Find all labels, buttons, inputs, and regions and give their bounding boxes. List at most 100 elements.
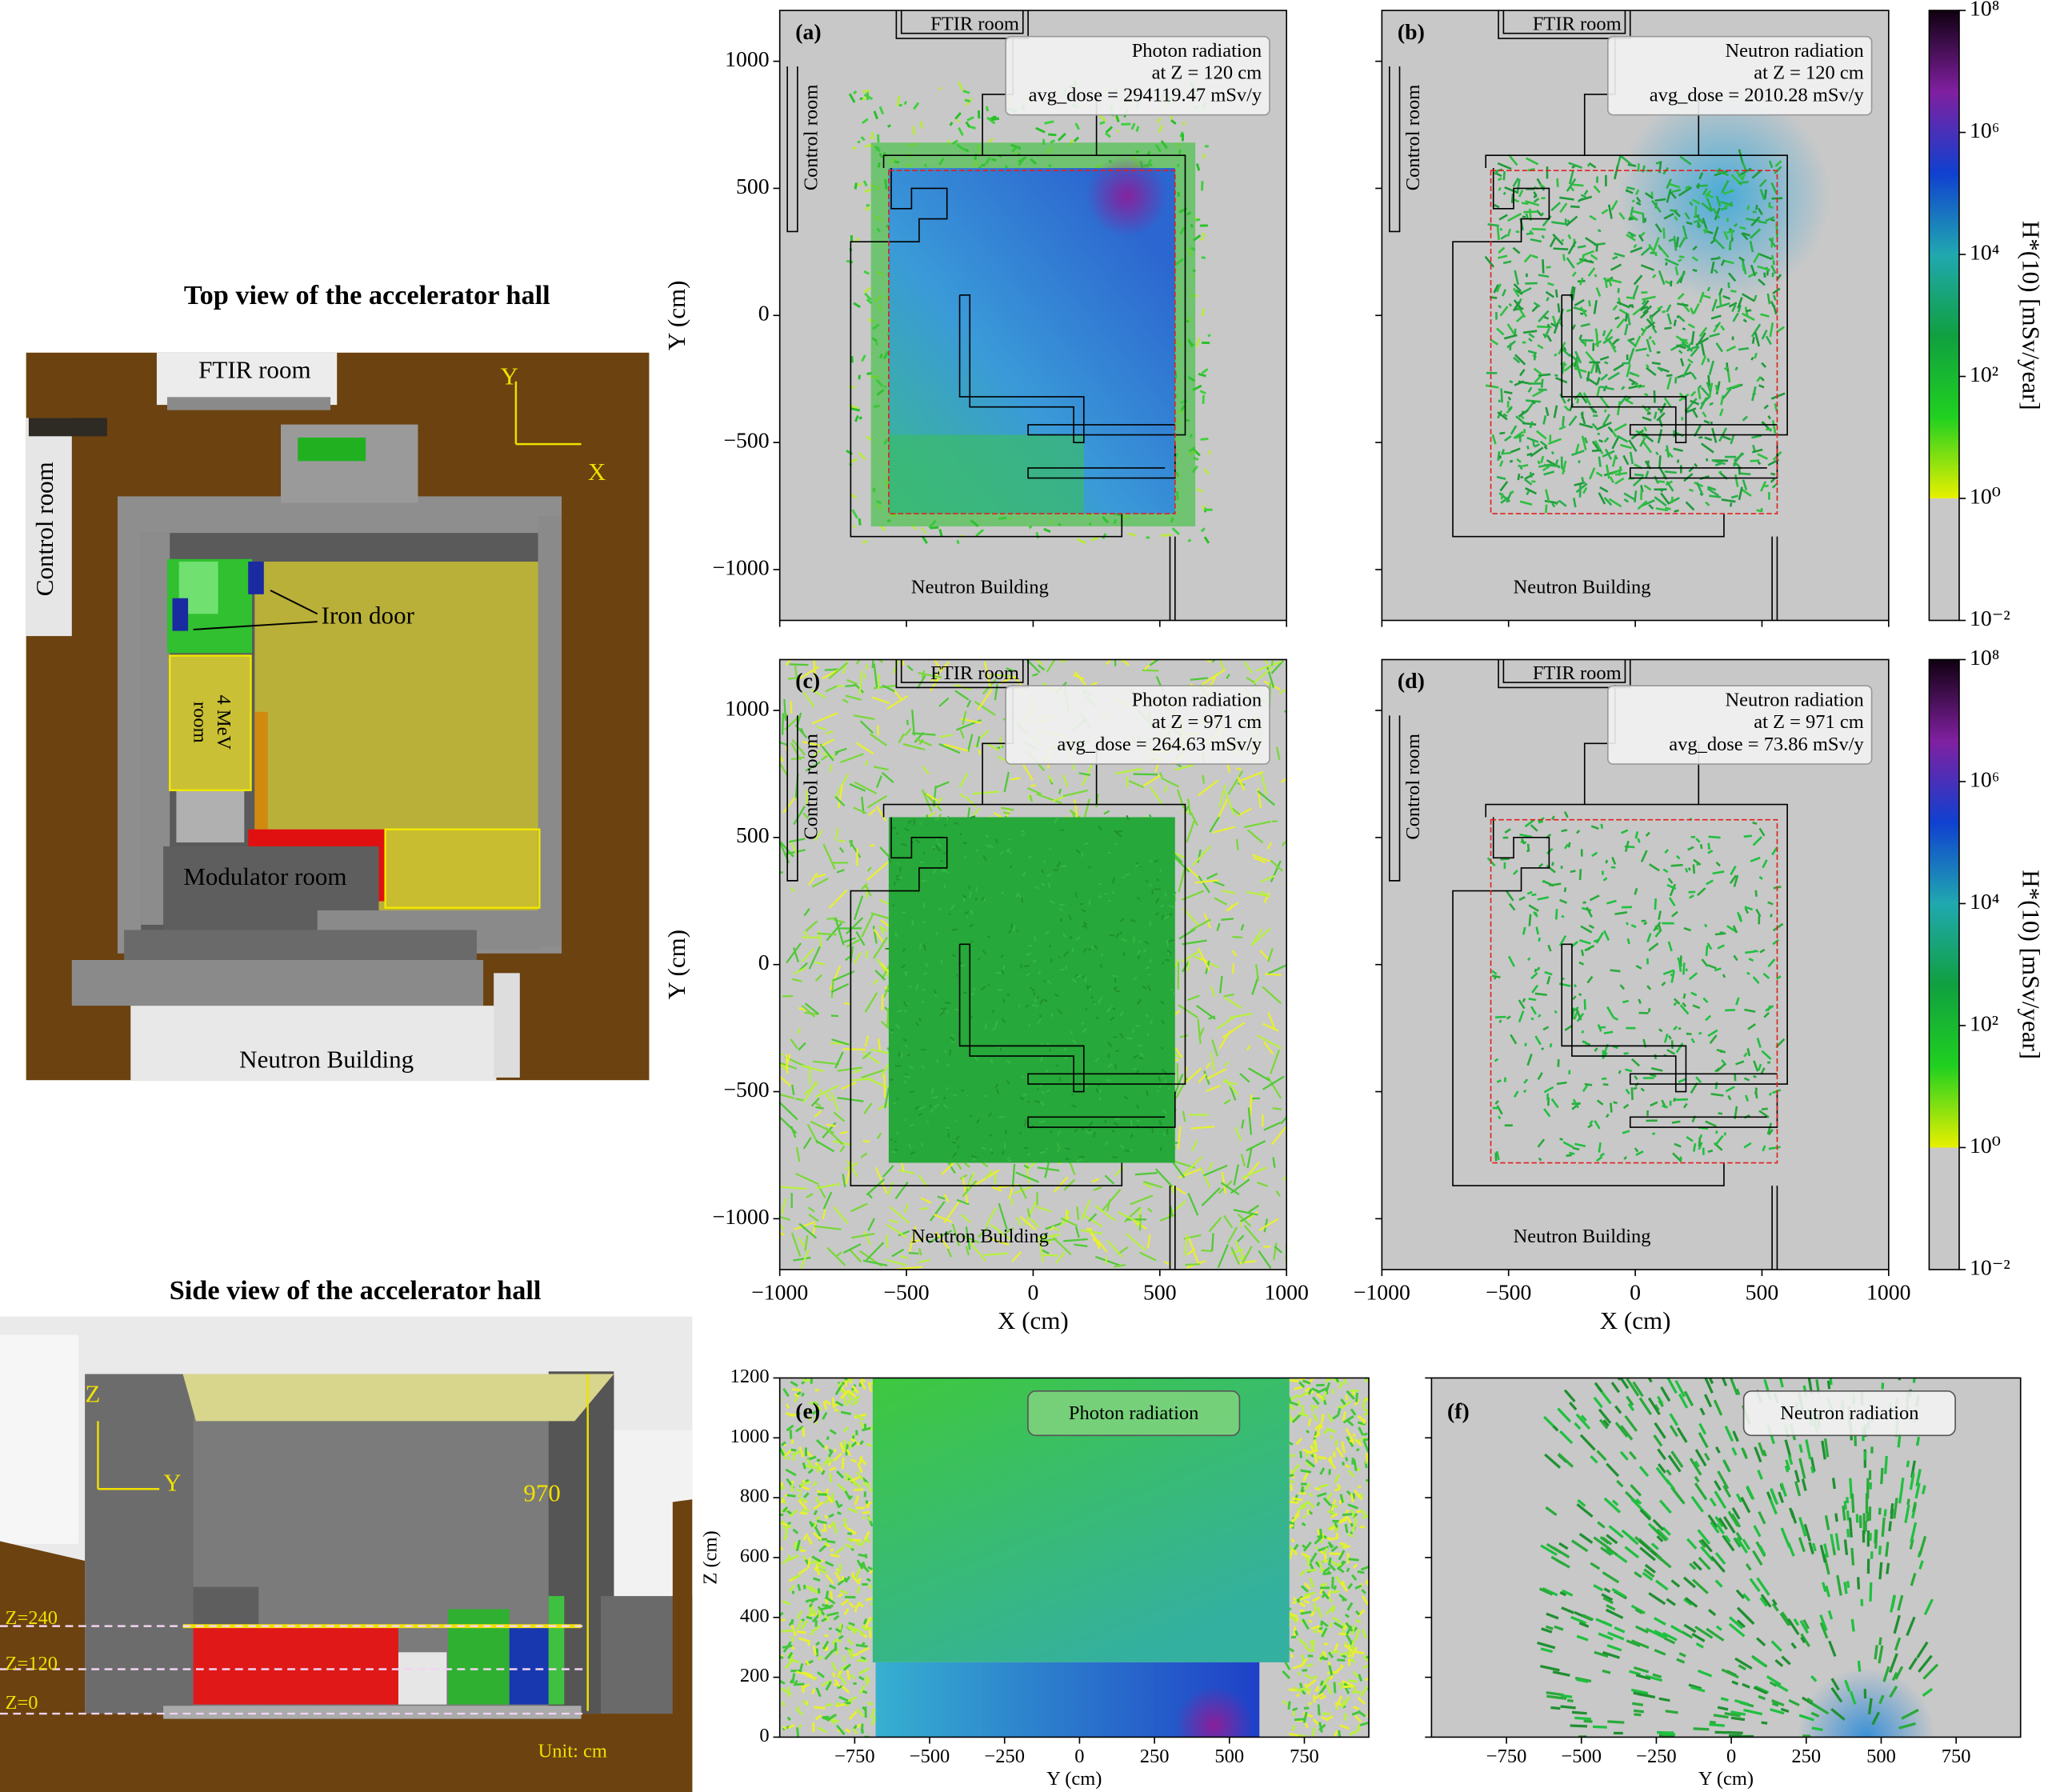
dose-speckle	[1744, 906, 1754, 911]
dose-speckle	[1700, 386, 1710, 398]
dose-speckle	[1115, 1050, 1119, 1053]
dose-speckle	[808, 872, 818, 886]
dose-speckle	[1659, 488, 1664, 493]
dose-speckle	[1346, 1390, 1355, 1400]
dose-speckle	[1039, 1150, 1046, 1154]
dose-speckle	[1342, 1545, 1351, 1549]
dose-speckle	[1275, 1190, 1281, 1197]
dose-speckle	[1542, 333, 1547, 338]
dose-speckle	[1562, 254, 1566, 262]
dose-speckle	[826, 1436, 830, 1441]
dose-speckle	[1537, 344, 1544, 350]
dose-speckle	[1558, 426, 1566, 430]
building-part	[448, 1609, 510, 1705]
dose-speckle	[1070, 978, 1077, 983]
dose-speckle	[934, 781, 950, 789]
dose-speckle	[923, 530, 927, 534]
dose-speckle	[1190, 677, 1208, 681]
dose-speckle	[1291, 1724, 1296, 1731]
dose-speckle	[1670, 280, 1673, 287]
dose-speckle	[786, 1494, 796, 1498]
dose-speckle	[943, 743, 969, 752]
dose-speckle	[1530, 1006, 1537, 1015]
dose-speckle	[1138, 940, 1142, 943]
dose-speckle	[837, 1382, 842, 1387]
legend-text: avg_dose = 2010.28 mSv/y	[1650, 84, 1865, 106]
dose-speckle	[780, 1186, 808, 1190]
dose-speckle	[946, 1062, 950, 1067]
dose-speckle	[1534, 1035, 1542, 1046]
dose-speckle	[1024, 1146, 1029, 1150]
dose-speckle	[873, 928, 884, 942]
dose-speckle	[1015, 1171, 1039, 1183]
dose-speckle	[1299, 1450, 1303, 1458]
dose-speckle	[1707, 374, 1711, 386]
building-part	[509, 1626, 549, 1705]
dose-speckle	[1174, 1142, 1178, 1144]
dose-speckle	[1357, 1724, 1361, 1729]
dose-speckle	[797, 1583, 802, 1591]
dose-speckle	[1542, 879, 1546, 883]
dose-speckle	[1160, 1000, 1165, 1005]
dose-speckle	[1323, 1429, 1330, 1434]
dose-speckle	[969, 923, 974, 928]
dose-speckle	[1001, 970, 1005, 975]
room-label: Control room	[1402, 85, 1424, 191]
dose-speckle	[1219, 975, 1223, 994]
dose-speckle	[1003, 771, 1010, 793]
dose-speckle	[1571, 450, 1585, 457]
dose-speckle	[1598, 456, 1602, 467]
dose-speckle	[867, 1218, 876, 1231]
dose-speckle	[866, 1702, 874, 1706]
dose-speckle	[991, 1186, 1002, 1192]
y-tick-label: 0	[758, 950, 770, 975]
dose-speckle	[1678, 1078, 1686, 1083]
dose-speckle	[840, 1598, 850, 1606]
dose-speckle	[1071, 1093, 1074, 1096]
dose-speckle	[1595, 471, 1603, 478]
dose-speckle	[1722, 386, 1733, 400]
dose-speckle	[1610, 468, 1623, 475]
dose-speckle	[943, 884, 946, 889]
dose-speckle	[1353, 1726, 1362, 1734]
dose-speckle	[1624, 840, 1630, 852]
dose-speckle	[788, 1723, 795, 1730]
dose-speckle	[1062, 774, 1069, 787]
dose-speckle	[929, 675, 941, 692]
dose-speckle	[824, 1615, 830, 1619]
dose-speckle	[1347, 1469, 1355, 1478]
dose-speckle	[1546, 975, 1551, 985]
dose-speckle	[962, 898, 966, 902]
dose-speckle	[1313, 1694, 1316, 1703]
dose-speckle	[1730, 290, 1737, 293]
dose-speckle	[1195, 163, 1201, 171]
dose-speckle	[1720, 325, 1726, 331]
dose-speckle	[977, 958, 981, 961]
dose-speckle	[1207, 1162, 1214, 1170]
dose-speckle	[794, 1425, 804, 1433]
dose-speckle	[1133, 976, 1138, 981]
dose-speckle	[795, 666, 820, 682]
dose-speckle	[1210, 986, 1216, 998]
dose-speckle	[865, 950, 869, 958]
dose-speckle	[1611, 436, 1620, 450]
dose-speckle	[1201, 181, 1204, 191]
dose-speckle	[1074, 1243, 1088, 1248]
dose-speckle	[834, 1546, 845, 1555]
dose-speckle	[977, 1226, 989, 1238]
dose-speckle	[1502, 191, 1506, 195]
dose-speckle	[805, 761, 821, 772]
dose-speckle	[1494, 1058, 1499, 1062]
dose-speckle	[1008, 1187, 1014, 1200]
dose-speckle	[903, 1074, 911, 1078]
dose-speckle	[1702, 997, 1709, 1004]
dose-speckle	[1673, 1026, 1678, 1031]
dose-speckle	[788, 1584, 795, 1592]
dose-speckle	[818, 1544, 827, 1553]
dose-speckle	[1526, 401, 1535, 412]
dose-speckle	[1184, 1234, 1188, 1255]
dose-speckle	[850, 1538, 862, 1542]
dose-speckle	[1755, 908, 1762, 918]
dose-speckle	[849, 1475, 861, 1482]
wall	[1389, 66, 1401, 233]
